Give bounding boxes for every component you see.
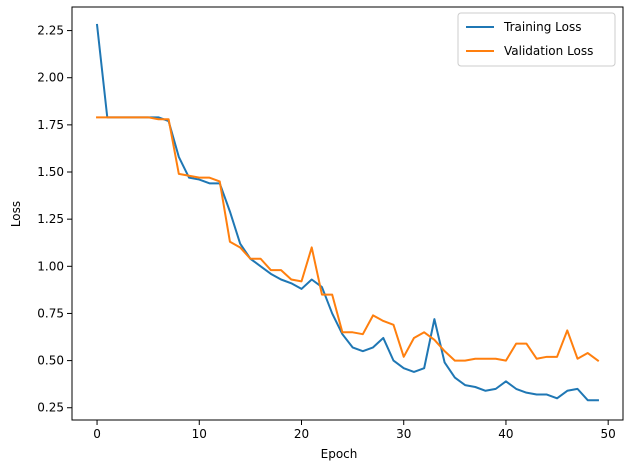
y-tick-label-0.25: 0.25 (37, 401, 64, 415)
y-tick-label-2.25: 2.25 (37, 24, 64, 38)
y-tick-label-0.75: 0.75 (37, 306, 64, 320)
y-tick-label-0.50: 0.50 (37, 354, 64, 368)
x-tick-label-50: 50 (601, 427, 616, 441)
legend: Training Loss Validation Loss (457, 12, 616, 67)
legend-label-validation-loss: Validation Loss (504, 44, 593, 58)
x-tick-label-20: 20 (294, 427, 309, 441)
y-tick-label-1.50: 1.50 (37, 165, 64, 179)
y-axis-label: Loss (9, 201, 23, 227)
plot-layer (95, 23, 600, 402)
x-axis-label: Epoch (321, 447, 358, 461)
legend-box (457, 12, 616, 67)
y-tick-label-1.25: 1.25 (37, 212, 64, 226)
axis-layer: 0 10 20 30 40 50 0.25 0.50 0.75 1.00 1.25 1.50 1.75 2… (37, 6, 624, 441)
x-tick-label-10: 10 (192, 427, 207, 441)
series-line-validation-loss (96, 116, 600, 362)
x-tick-label-40: 40 (498, 427, 513, 441)
y-tick-label-1.00: 1.00 (37, 259, 64, 273)
legend-label-training-loss: Training Loss (503, 20, 581, 34)
series-line-training-loss (95, 23, 599, 402)
x-tick-label-30: 30 (396, 427, 411, 441)
y-tick-label-2.00: 2.00 (37, 71, 64, 85)
plot-frame (71, 6, 624, 421)
y-tick-label-1.75: 1.75 (37, 118, 64, 132)
x-tick-label-0: 0 (93, 427, 101, 441)
